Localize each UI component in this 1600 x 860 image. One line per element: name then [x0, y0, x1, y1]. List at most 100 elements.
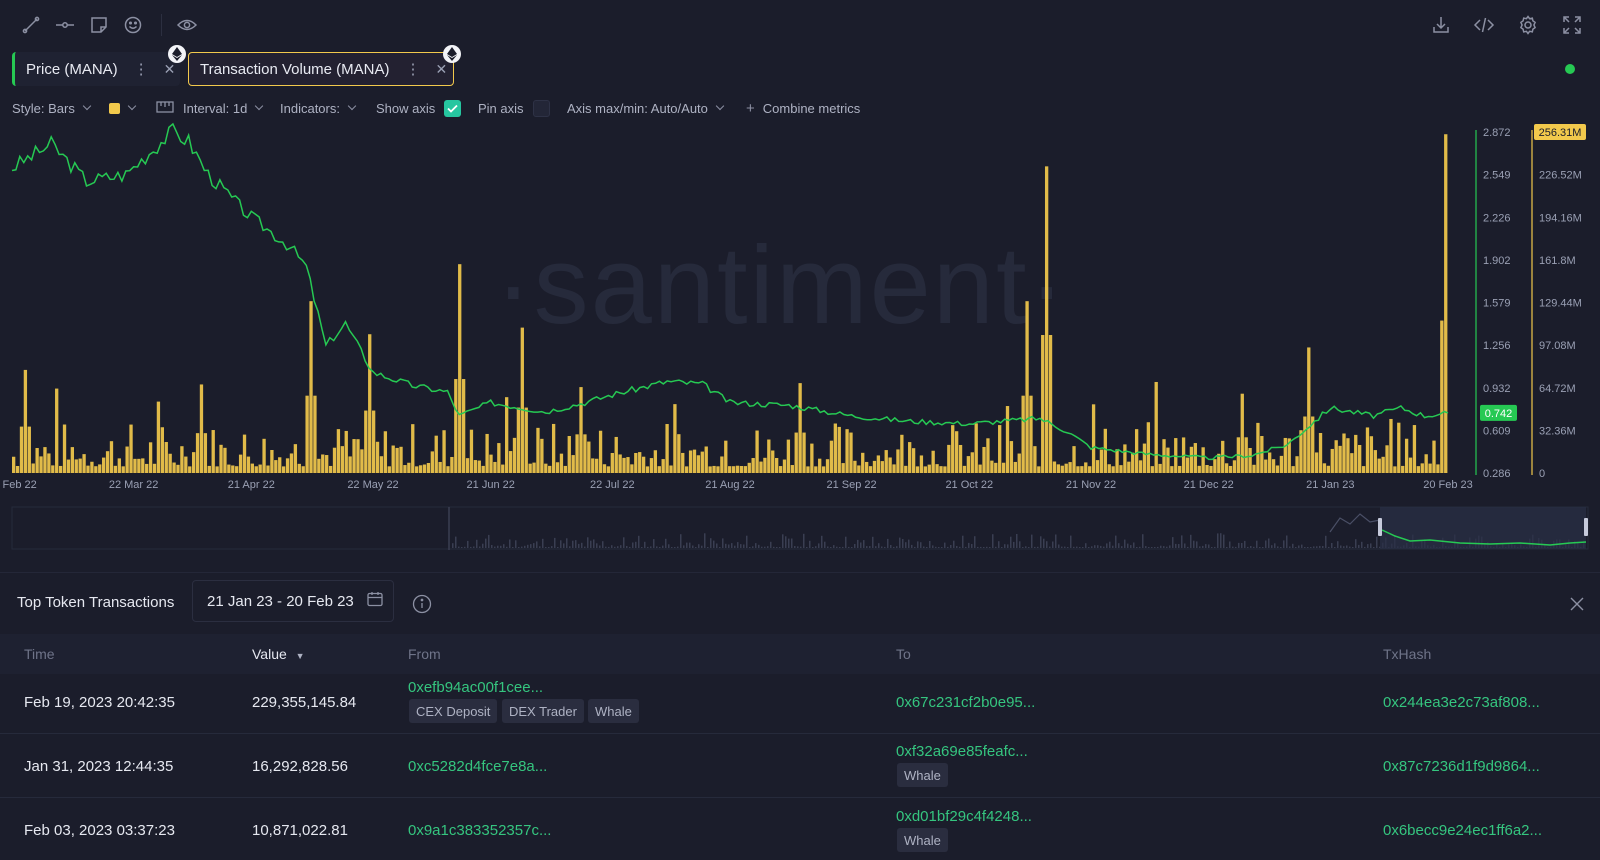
volume-bar: [321, 454, 325, 473]
navigator-bar: [1160, 545, 1162, 548]
navigator-bar: [467, 540, 469, 548]
indicators-dropdown[interactable]: Indicators:: [280, 98, 357, 118]
more-options-icon[interactable]: ⋮: [133, 61, 150, 78]
navigator-bar: [491, 545, 493, 548]
line-tool-icon[interactable]: [20, 14, 42, 36]
pin-axis-toggle[interactable]: Pin axis: [478, 98, 550, 118]
column-time[interactable]: Time: [24, 646, 55, 662]
chevron-down-icon: [82, 101, 92, 111]
close-panel-icon[interactable]: [1569, 596, 1585, 617]
volume-bar: [137, 458, 141, 473]
to-address-link[interactable]: 0x67c231cf2b0e95...: [896, 694, 1036, 711]
navigator-bar: [1286, 535, 1288, 548]
from-address-link[interactable]: 0xefb94ac00f1cee...: [408, 679, 544, 696]
navigator-bar: [998, 541, 1000, 548]
volume-bar: [685, 466, 689, 473]
column-from[interactable]: From: [408, 646, 441, 662]
volume-bar: [888, 457, 892, 473]
from-address-link[interactable]: 0xc5282d4fce7e8a...: [408, 758, 548, 775]
txhash-link[interactable]: 0x6becc9e24ec1ff6a2...: [1383, 822, 1543, 839]
txhash-link[interactable]: 0x244ea3e2c73af808...: [1383, 694, 1540, 711]
navigator-bar: [1151, 547, 1153, 548]
navigator-bar: [494, 546, 496, 548]
download-icon[interactable]: [1430, 14, 1452, 36]
txhash-link[interactable]: 0x87c7236d1f9d9864...: [1383, 758, 1540, 775]
fullscreen-icon[interactable]: [1561, 14, 1583, 36]
navigator-bar: [812, 547, 814, 548]
pin-axis-checkbox[interactable]: [532, 99, 550, 117]
navigator-bar: [611, 545, 613, 548]
volume-bar: [1401, 465, 1405, 473]
volume-bar: [763, 457, 767, 473]
column-value[interactable]: Value ▼: [252, 646, 305, 662]
to-address-link[interactable]: 0xd01bf29c4f4248...: [896, 808, 1032, 825]
volume-bar: [1213, 459, 1217, 473]
volume-bar: [1064, 463, 1068, 473]
axis-minmax-dropdown[interactable]: Axis max/min: Auto/Auto: [567, 98, 725, 118]
to-address-link[interactable]: 0xf32a69e85feafc...: [896, 743, 1028, 760]
volume-bar: [254, 466, 258, 473]
navigator-left-handle[interactable]: [1378, 518, 1382, 536]
navigator-bar: [1235, 546, 1237, 548]
navigator-selection[interactable]: [1380, 507, 1586, 549]
column-txhash[interactable]: TxHash: [1383, 646, 1432, 662]
volume-bar: [438, 461, 442, 473]
volume-bar: [759, 461, 763, 473]
horizontal-ray-icon[interactable]: [54, 14, 76, 36]
emoji-icon[interactable]: [122, 14, 144, 36]
navigator-bar: [671, 547, 673, 548]
navigator-bar: [1259, 547, 1261, 548]
from-address-link[interactable]: 0x9a1c383352357c...: [408, 822, 552, 839]
date-tick-label: 21 Aug 22: [705, 479, 755, 491]
volume-bar: [231, 465, 235, 473]
column-to[interactable]: To: [896, 646, 911, 662]
settings-icon[interactable]: [1517, 14, 1539, 36]
navigator-bar: [929, 541, 931, 548]
price-axis-tick-label: 2.226: [1483, 212, 1511, 224]
volume-axis-tick-label: 0: [1539, 468, 1545, 480]
volume-bar: [771, 450, 775, 473]
metric-tab-transaction-volume[interactable]: Transaction Volume (MANA) ⋮ ✕: [188, 52, 454, 86]
volume-bar: [434, 435, 438, 473]
volume-bar: [747, 462, 751, 473]
style-dropdown[interactable]: Style: Bars: [12, 98, 92, 118]
volume-bar: [383, 431, 388, 473]
navigator-bar: [818, 543, 820, 548]
metric-tab-price[interactable]: Price (MANA) ⋮ ✕: [12, 52, 180, 86]
volume-bar: [313, 395, 317, 473]
more-options-icon[interactable]: ⋮: [405, 61, 422, 78]
info-icon[interactable]: [412, 594, 432, 619]
volume-bar: [923, 466, 927, 473]
navigator-bar: [1310, 547, 1312, 548]
volume-bar: [1373, 450, 1377, 473]
volume-bar: [1080, 466, 1084, 473]
interval-dropdown[interactable]: Interval: 1d: [156, 98, 264, 118]
volume-bar: [868, 466, 873, 473]
show-axis-checkbox[interactable]: [444, 99, 462, 117]
price-volume-chart[interactable]: 2.872 2.549 2.226 1.902 1.579 1.256 0.932 0.609…: [0, 120, 1600, 565]
price-line: [11, 122, 1449, 461]
navigator-bar: [1373, 547, 1375, 548]
date-range-picker[interactable]: 21 Jan 23 - 20 Feb 23: [192, 580, 394, 622]
navigator[interactable]: [11, 506, 1589, 550]
volume-bar: [1142, 443, 1147, 473]
color-picker[interactable]: [109, 98, 137, 118]
navigator-bar: [875, 546, 877, 548]
navigator-bar: [674, 547, 676, 548]
close-icon[interactable]: ✕: [435, 60, 448, 77]
combine-metrics-button[interactable]: + Combine metrics: [746, 98, 860, 118]
navigator-bar: [1061, 546, 1063, 548]
volume-bar: [681, 452, 685, 473]
show-axis-toggle[interactable]: Show axis: [376, 98, 462, 118]
date-tick-label: 21 Jan 23: [1306, 479, 1354, 491]
volume-bar: [497, 443, 501, 473]
note-icon[interactable]: [88, 14, 110, 36]
volume-bar: [215, 466, 219, 473]
eye-icon[interactable]: [176, 14, 198, 36]
date-tick-label: 22 May 22: [347, 479, 398, 491]
close-icon[interactable]: ✕: [163, 60, 176, 77]
navigator-right-handle[interactable]: [1584, 518, 1588, 536]
sort-desc-icon: ▼: [295, 651, 305, 661]
volume-bar: [802, 432, 806, 473]
embed-code-icon[interactable]: [1473, 14, 1495, 36]
